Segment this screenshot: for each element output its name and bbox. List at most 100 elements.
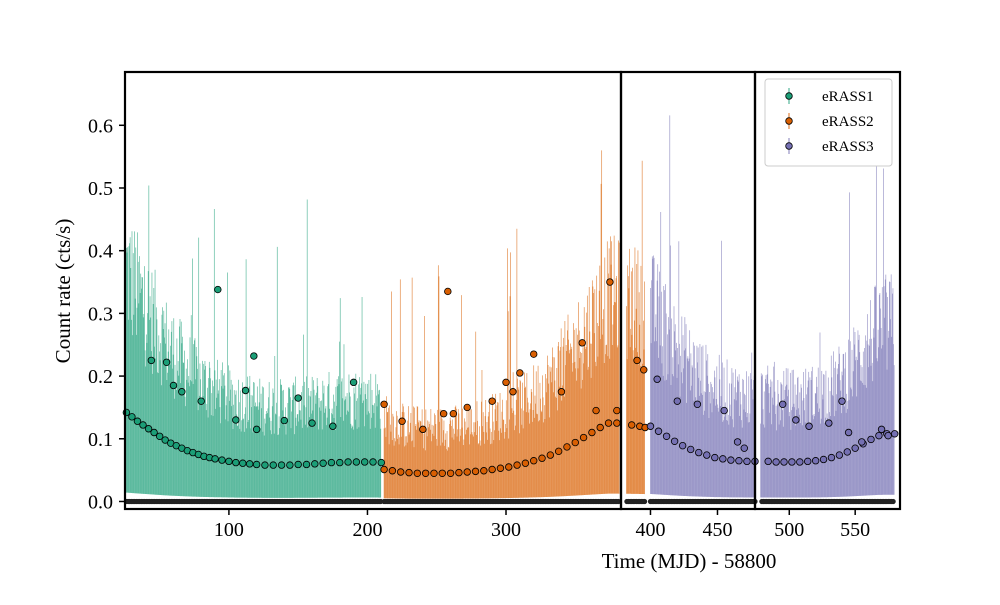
ticks-layer: 100 200 300 400 450 500 550 0.0 0.1 0.2 0.3 0.4 0.5 0… xyxy=(88,115,870,541)
data-point-eRASS1 xyxy=(349,378,358,387)
data-point-eRASS1 xyxy=(344,458,352,466)
data-point-eRASS1 xyxy=(128,413,136,421)
data-point-eRASS1 xyxy=(197,397,205,405)
data-point-eRASS1 xyxy=(214,285,222,294)
data-point-eRASS1 xyxy=(218,456,226,464)
data-point-eRASS1 xyxy=(162,358,171,366)
data-point-eRASS1 xyxy=(327,458,336,467)
data-point-eRASS3 xyxy=(719,455,727,463)
data-point-eRASS3 xyxy=(858,438,866,446)
data-point-eRASS3 xyxy=(778,400,787,408)
data-point-eRASS3 xyxy=(788,458,796,466)
x-tick-label: 200 xyxy=(352,519,382,541)
data-point-eRASS3 xyxy=(792,416,800,424)
data-point-eRASS1 xyxy=(147,356,156,365)
data-point-eRASS2 xyxy=(588,428,596,437)
data-point-eRASS2 xyxy=(405,468,413,477)
x-tick-label: 500 xyxy=(774,519,804,541)
data-point-eRASS2 xyxy=(502,378,510,387)
error-band-eRASS2 xyxy=(381,150,648,505)
data-point-eRASS3 xyxy=(884,431,892,440)
legend: eRASS1 eRASS2 eRASS3 xyxy=(764,78,893,167)
data-point-eRASS1 xyxy=(133,417,142,425)
y-tick-label: 0.2 xyxy=(88,366,113,388)
data-point-eRASS2 xyxy=(449,410,458,418)
data-point-eRASS3 xyxy=(891,430,899,438)
error-band-eRASS3 xyxy=(647,115,896,505)
x-tick-label: 550 xyxy=(840,519,870,541)
x-tick-label: 300 xyxy=(491,519,521,541)
x-tick-label: 100 xyxy=(214,519,244,541)
data-point-eRASS2 xyxy=(516,369,524,377)
y-tick-label: 0.1 xyxy=(88,429,113,451)
data-point-eRASS2 xyxy=(380,400,388,408)
data-point-eRASS3 xyxy=(695,448,703,457)
data-point-eRASS3 xyxy=(875,431,883,440)
data-point-eRASS2 xyxy=(606,278,614,286)
data-point-eRASS3 xyxy=(811,457,820,465)
data-point-eRASS3 xyxy=(796,458,804,466)
data-point-eRASS3 xyxy=(877,425,886,434)
error-band-eRASS1 xyxy=(123,185,384,505)
data-point-eRASS2 xyxy=(579,433,588,442)
data-point-eRASS3 xyxy=(653,375,661,383)
data-point-eRASS3 xyxy=(764,457,772,466)
data-point-eRASS2 xyxy=(444,287,452,296)
data-point-eRASS1 xyxy=(377,458,386,467)
data-point-eRASS1 xyxy=(155,432,164,440)
error-bars-layer xyxy=(123,115,896,505)
data-point-eRASS1 xyxy=(261,461,269,469)
data-point-eRASS3 xyxy=(703,451,711,459)
zero-point xyxy=(615,498,622,505)
data-point-eRASS2 xyxy=(578,339,586,347)
legend-box xyxy=(764,78,893,167)
data-point-eRASS3 xyxy=(735,457,743,465)
data-point-eRASS1 xyxy=(369,458,377,466)
data-point-eRASS2 xyxy=(530,350,538,358)
data-point-eRASS1 xyxy=(169,381,178,390)
data-point-eRASS1 xyxy=(161,436,169,444)
data-point-eRASS2 xyxy=(521,459,530,467)
data-point-eRASS1 xyxy=(286,461,294,469)
data-point-eRASS1 xyxy=(311,460,319,468)
data-point-eRASS2 xyxy=(538,454,546,462)
data-point-eRASS3 xyxy=(693,400,702,408)
data-point-eRASS2 xyxy=(430,469,438,477)
legend-label-eRASS3: eRASS3 xyxy=(822,139,874,155)
data-point-eRASS1 xyxy=(360,458,369,466)
x-tick-label: 400 xyxy=(635,519,665,541)
data-point-eRASS2 xyxy=(628,421,636,429)
data-point-eRASS2 xyxy=(421,469,430,477)
data-point-eRASS2 xyxy=(563,443,571,451)
data-point-eRASS2 xyxy=(471,467,480,476)
data-point-eRASS3 xyxy=(867,435,875,444)
data-point-eRASS3 xyxy=(654,427,663,435)
legend-label-eRASS2: eRASS2 xyxy=(822,114,874,130)
y-tick-label: 0.3 xyxy=(88,303,113,325)
zero-point xyxy=(890,498,896,505)
data-point-eRASS2 xyxy=(596,423,604,432)
data-point-eRASS2 xyxy=(509,388,517,396)
data-point-eRASS3 xyxy=(804,457,812,466)
data-point-eRASS3 xyxy=(670,437,679,445)
legend-marker-eRASS2 xyxy=(785,117,793,125)
data-point-eRASS3 xyxy=(727,456,735,464)
data-point-eRASS3 xyxy=(646,422,655,430)
data-point-eRASS2 xyxy=(613,406,621,415)
data-point-eRASS3 xyxy=(720,406,728,415)
data-point-eRASS1 xyxy=(280,416,289,425)
data-point-eRASS3 xyxy=(733,438,742,446)
data-point-eRASS2 xyxy=(592,406,600,415)
data-point-eRASS1 xyxy=(294,460,302,469)
data-point-eRASS2 xyxy=(380,465,388,474)
data-point-eRASS2 xyxy=(571,438,579,447)
data-point-eRASS3 xyxy=(678,441,687,450)
data-point-eRASS1 xyxy=(239,459,247,467)
y-tick-label: 0.6 xyxy=(88,115,113,137)
data-point-eRASS2 xyxy=(496,464,505,472)
zero-point xyxy=(641,498,648,505)
y-tick-label: 0.5 xyxy=(88,178,113,200)
data-point-eRASS1 xyxy=(150,428,158,437)
